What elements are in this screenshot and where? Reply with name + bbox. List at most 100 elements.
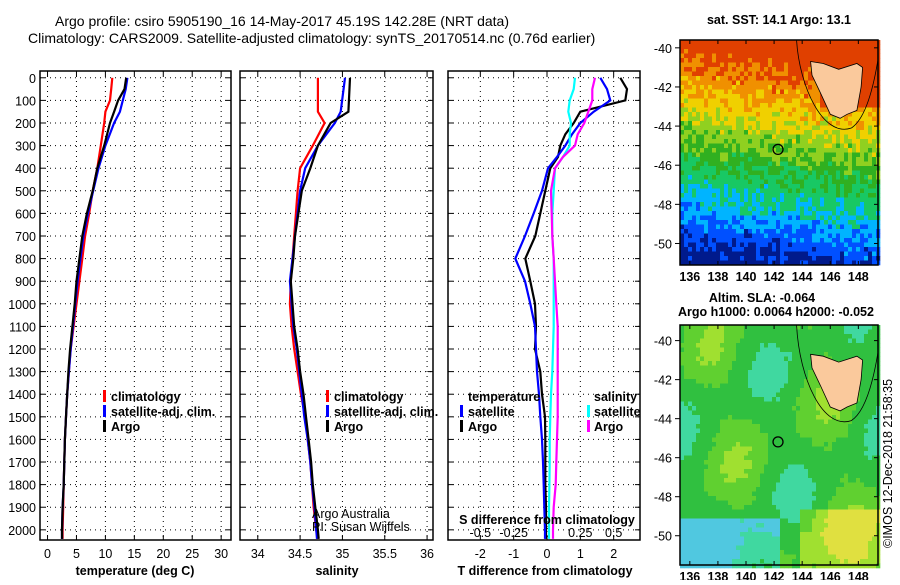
map-cell xyxy=(748,220,752,225)
map-cell xyxy=(804,67,808,72)
map-cell xyxy=(804,451,808,456)
map-cell xyxy=(844,433,848,438)
map-cell xyxy=(740,442,744,447)
map-cell xyxy=(804,505,808,510)
map-cell xyxy=(860,256,864,261)
map-cell xyxy=(856,166,860,171)
map-cell xyxy=(868,184,872,189)
map-cell xyxy=(788,348,792,353)
map-cell xyxy=(788,67,792,72)
map-cell xyxy=(740,478,744,483)
map-cell xyxy=(780,139,784,144)
map-cell xyxy=(760,510,764,515)
map-cell xyxy=(832,492,836,497)
map-cell xyxy=(688,339,692,344)
map-cell xyxy=(856,442,860,447)
map-cell xyxy=(740,256,744,261)
map-cell xyxy=(836,330,840,335)
map-cell xyxy=(812,465,816,470)
map-cell xyxy=(868,357,872,362)
map-cell xyxy=(852,451,856,456)
map-cell xyxy=(840,139,844,144)
map-cell xyxy=(692,393,696,398)
map-cell xyxy=(700,45,704,50)
map-cell xyxy=(736,94,740,99)
map-cell xyxy=(848,153,852,158)
map-cell xyxy=(788,171,792,176)
map-cell xyxy=(784,85,788,90)
map-cell xyxy=(812,256,816,261)
map-cell xyxy=(832,442,836,447)
map-cell xyxy=(840,58,844,63)
map-cell xyxy=(812,216,816,221)
map-cell xyxy=(792,256,796,261)
map-cell xyxy=(756,162,760,167)
map-cell xyxy=(852,54,856,59)
map-cell xyxy=(804,501,808,506)
map-cell xyxy=(832,352,836,357)
map-cell xyxy=(772,343,776,348)
map-cell xyxy=(700,433,704,438)
depth-tick-label: 300 xyxy=(15,140,36,154)
map-cell xyxy=(860,348,864,353)
map-cell xyxy=(812,388,816,393)
title-line-2: Climatology: CARS2009. Satellite-adjuste… xyxy=(28,30,595,46)
map-cell xyxy=(716,153,720,158)
map-cell xyxy=(808,429,812,434)
map-cell xyxy=(744,352,748,357)
map-cell xyxy=(688,49,692,54)
map-cell xyxy=(816,424,820,429)
map-cell xyxy=(836,148,840,153)
map-cell xyxy=(868,339,872,344)
map-cell xyxy=(756,411,760,416)
map-cell xyxy=(780,252,784,257)
map-cell xyxy=(760,157,764,162)
map-cell xyxy=(688,460,692,465)
map-cell xyxy=(868,247,872,252)
map-cell xyxy=(852,424,856,429)
map-cell xyxy=(872,256,876,261)
map-cell xyxy=(736,220,740,225)
map-cell xyxy=(704,148,708,153)
map-cell xyxy=(808,343,812,348)
map-cell xyxy=(856,225,860,230)
map-cell xyxy=(704,112,708,117)
map-cell xyxy=(692,366,696,371)
map-cell xyxy=(692,460,696,465)
map-cell xyxy=(692,247,696,252)
map-cell xyxy=(724,397,728,402)
map-cell xyxy=(864,180,868,185)
map-cell xyxy=(708,247,712,252)
map-cell xyxy=(848,54,852,59)
map-cell xyxy=(784,429,788,434)
map-cell xyxy=(736,357,740,362)
map-cell xyxy=(844,234,848,239)
map-cell xyxy=(764,94,768,99)
map-cell xyxy=(748,330,752,335)
map-cell xyxy=(692,243,696,248)
map-cell xyxy=(752,153,756,158)
map-cell xyxy=(712,180,716,185)
map-cell xyxy=(740,184,744,189)
map-cell xyxy=(748,229,752,234)
map-cell xyxy=(688,348,692,353)
map-cell xyxy=(816,339,820,344)
map-cell xyxy=(844,411,848,416)
map-cell xyxy=(728,366,732,371)
lon-tick-label: 140 xyxy=(736,270,757,284)
map-cell xyxy=(696,451,700,456)
map-cell xyxy=(856,216,860,221)
map-cell xyxy=(808,126,812,131)
map-cell xyxy=(836,211,840,216)
map-cell xyxy=(716,175,720,180)
map-cell xyxy=(732,460,736,465)
map-cell xyxy=(744,510,748,515)
map-cell xyxy=(772,370,776,375)
map-cell xyxy=(764,112,768,117)
map-cell xyxy=(792,229,796,234)
map-cell xyxy=(724,465,728,470)
map-cell xyxy=(728,456,732,461)
map-cell xyxy=(716,171,720,176)
map-cell xyxy=(820,238,824,243)
map-cell xyxy=(808,103,812,108)
